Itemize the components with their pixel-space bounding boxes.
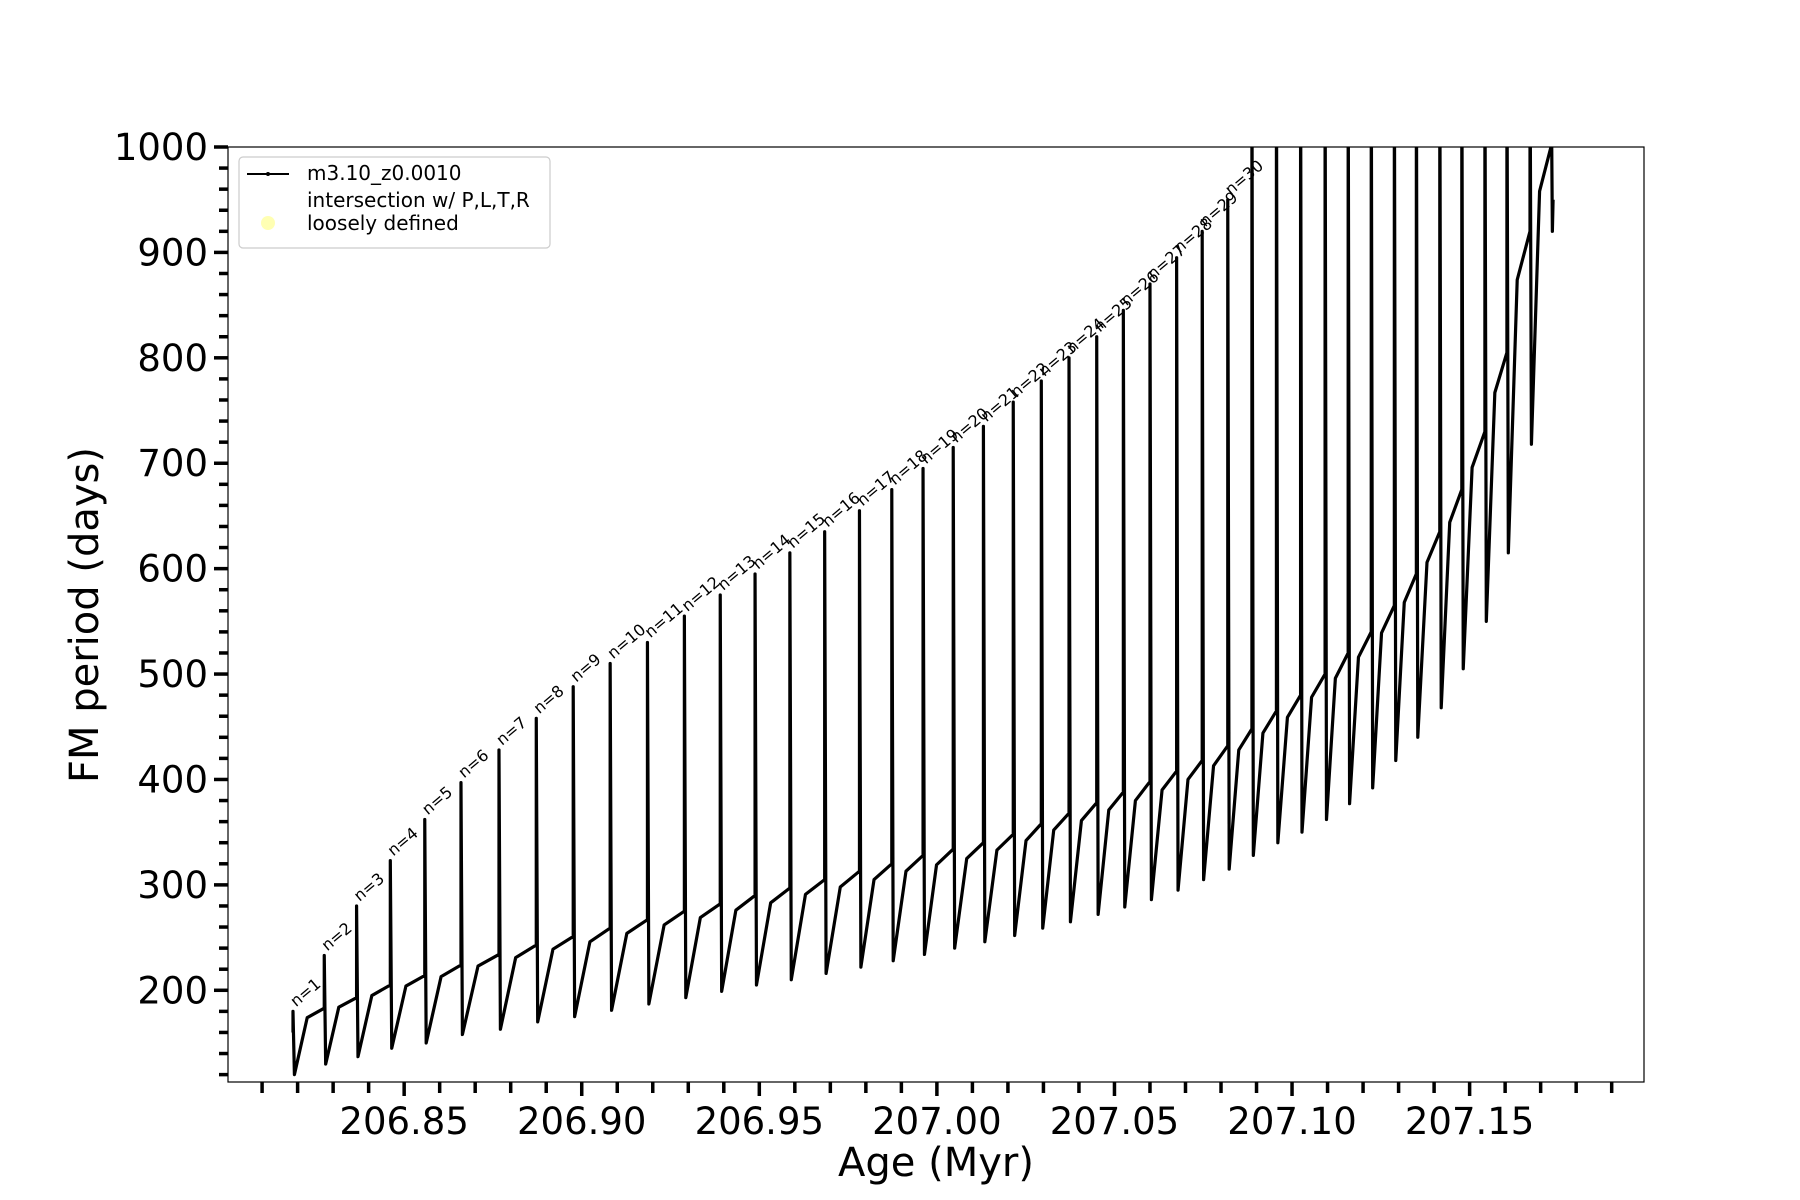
annotation: n=30 bbox=[1221, 156, 1267, 199]
y-tick-label: 500 bbox=[137, 653, 208, 696]
y-tick-label: 1000 bbox=[114, 126, 208, 169]
y-tick-label: 300 bbox=[137, 864, 208, 907]
series-line bbox=[291, 147, 1555, 1077]
x-tick-label: 207.05 bbox=[1050, 1100, 1179, 1143]
legend-label: m3.10_z0.0010 bbox=[307, 161, 462, 185]
x-tick-label: 207.10 bbox=[1227, 1100, 1356, 1143]
annotation: n=4 bbox=[384, 823, 422, 859]
annotation: n=6 bbox=[454, 745, 492, 781]
annotation: n=5 bbox=[418, 782, 456, 818]
legend-marker bbox=[261, 216, 275, 230]
annotation: n=3 bbox=[350, 869, 388, 905]
annotation: n=1 bbox=[286, 974, 324, 1010]
y-tick-label: 400 bbox=[137, 758, 208, 801]
x-axis-label: Age (Myr) bbox=[838, 1140, 1034, 1186]
legend-marker bbox=[266, 172, 270, 176]
plot-area bbox=[291, 147, 1555, 1077]
x-tick-label: 207.00 bbox=[872, 1100, 1001, 1143]
x-tick-label: 206.95 bbox=[695, 1100, 824, 1143]
annotation: n=2 bbox=[318, 918, 356, 954]
x-tick-label: 206.85 bbox=[339, 1100, 468, 1143]
y-tick-label: 900 bbox=[137, 231, 208, 274]
annotation: n=7 bbox=[492, 713, 530, 749]
y-tick-label: 200 bbox=[137, 969, 208, 1012]
x-tick-label: 207.15 bbox=[1405, 1100, 1534, 1143]
y-tick-label: 600 bbox=[137, 548, 208, 591]
annotation: n=9 bbox=[567, 650, 605, 686]
y-axis-label: FM period (days) bbox=[62, 447, 108, 783]
legend-frame bbox=[238, 156, 551, 249]
y-tick-label: 800 bbox=[137, 337, 208, 380]
y-tick-label: 700 bbox=[137, 442, 208, 485]
annotation: n=8 bbox=[530, 681, 568, 717]
legend-label: intersection w/ P,L,T,R loosely defined bbox=[307, 188, 530, 235]
x-tick-label: 206.90 bbox=[517, 1100, 646, 1143]
plot-frame bbox=[227, 146, 1645, 1083]
annotation: n=11 bbox=[641, 599, 687, 642]
